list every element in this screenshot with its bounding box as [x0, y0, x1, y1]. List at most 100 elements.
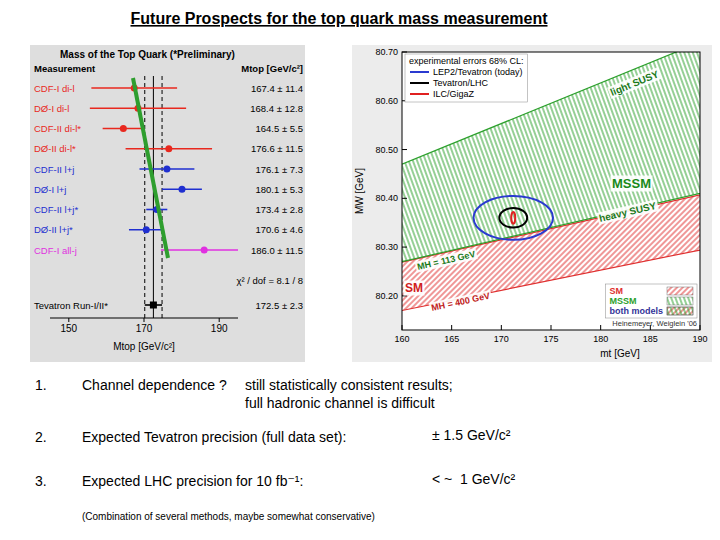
- contour-ellipse: [511, 212, 515, 224]
- legend-label: MSSM: [610, 296, 637, 306]
- y-tick-label: 80.40: [375, 193, 398, 203]
- bullet-item: 1. Channel dependence ? still statisticall…: [35, 377, 453, 411]
- item-text: Expected LHC precision for 10 fb⁻¹:: [82, 473, 303, 489]
- legend-label: ILC/GigaZ: [433, 89, 475, 99]
- data-point: [143, 226, 150, 233]
- item-detail: still statistically consistent results;: [245, 377, 453, 393]
- legend-swatch: [667, 287, 693, 295]
- x-tick-label: 185: [643, 334, 658, 344]
- top-mass-panel: Mass of the Top Quark (*Preliminary)Meas…: [30, 45, 305, 362]
- contour-ellipse: [474, 196, 553, 240]
- row-label: DØ-I di-l: [34, 103, 69, 114]
- plot-frame: [402, 52, 700, 330]
- plot-marks: [90, 76, 238, 318]
- x-tick: [68, 318, 69, 322]
- annotation-group: heavy SUSY: [596, 199, 659, 225]
- x-tick: [451, 325, 452, 330]
- data-point: [201, 247, 208, 254]
- item-note: (Combination of several methods, maybe s…: [82, 511, 375, 522]
- value-label: 172.5 ± 2.3: [256, 300, 303, 311]
- error-bar: [161, 249, 238, 251]
- data-point: [165, 145, 172, 152]
- data-point: [163, 166, 170, 173]
- annotation-group: MSSM: [611, 176, 653, 192]
- chart-title: Mass of the Top Quark (*Preliminary): [60, 49, 235, 60]
- label-patch: [404, 281, 425, 296]
- label-patch: [429, 290, 493, 314]
- item-value: < ~ 1 GeV/c²: [432, 471, 516, 487]
- x-tick-label: 150: [60, 323, 77, 334]
- legend-label: SM: [610, 286, 624, 296]
- x-tick: [700, 325, 701, 330]
- row-label: CDF-II l+j*: [34, 204, 78, 215]
- value-label: 186.0 ± 11.5: [251, 245, 303, 256]
- row-label: DØ-II di-l*: [34, 143, 76, 154]
- data-point: [150, 302, 157, 309]
- label-patch: [607, 67, 662, 99]
- annotation: MSSM: [612, 176, 651, 191]
- bullet-item: 2.Expected Tevatron precision (full data…: [35, 427, 511, 445]
- plot-marks: [402, 52, 700, 310]
- value-label: 180.1 ± 5.3: [256, 184, 303, 195]
- bullet-item: 3.Expected LHC precision for 10 fb⁻¹:< ~…: [35, 471, 516, 522]
- value-label: 170.6 ± 4.6: [256, 224, 303, 235]
- y-tick: [402, 52, 407, 53]
- annotation-group: SM: [404, 281, 425, 296]
- annotation: MH = 400 GeV: [430, 291, 491, 313]
- legend-box: [405, 54, 528, 102]
- y-axis-title: MW [GeV]: [354, 168, 365, 214]
- x-tick: [219, 318, 220, 322]
- x-tick-label: 170: [494, 334, 509, 344]
- combined-band-edge: [162, 76, 163, 318]
- source-credit: Heinemeyer, Weiglein '06: [612, 319, 697, 328]
- x-tick: [402, 325, 403, 330]
- x-tick-label: 170: [136, 323, 153, 334]
- annotation: SM: [405, 281, 423, 295]
- y-tick-label: 80.30: [375, 242, 398, 252]
- y-tick: [402, 247, 407, 248]
- value-label: 176.6 ± 11.5: [251, 143, 303, 154]
- x-axis-title: Mtop [GeV/c²]: [113, 341, 175, 352]
- legend-label: both models: [610, 306, 664, 316]
- legend-label: Tevatron/LHC: [433, 78, 489, 88]
- x-tick-label: 165: [444, 334, 459, 344]
- y-tick: [402, 295, 407, 296]
- legend-swatch: [667, 297, 693, 305]
- label-patch: [596, 199, 659, 225]
- legend-swatch: [667, 307, 693, 315]
- item-number: 1.: [35, 377, 47, 393]
- x-axis-title: mt [GeV]: [600, 348, 640, 359]
- data-point: [120, 125, 127, 132]
- x-tick: [501, 325, 502, 330]
- legend-title: experimental errors 68% CL:: [409, 56, 524, 66]
- legend-swatch: [410, 93, 429, 95]
- x-tick-label: 160: [394, 334, 409, 344]
- item-text: Channel dependence ?: [82, 377, 227, 393]
- band-legend: SMMSSMboth models: [606, 284, 698, 318]
- mw-mt-panel: 16016517017518018519080.2080.3080.4080.5…: [352, 42, 712, 362]
- trend-stroke: [133, 78, 168, 258]
- x-tick-label: 175: [543, 334, 558, 344]
- row-label: CDF-II di-l*: [34, 123, 81, 134]
- annotation: heavy SUSY: [598, 200, 658, 224]
- label-patch: [415, 248, 478, 273]
- contour-legend: experimental errors 68% CL:LEP2/Tevatron…: [405, 54, 528, 102]
- item-detail: full hadronic channel is difficult: [245, 395, 435, 411]
- row-label: Tevatron Run-I/II*: [34, 300, 108, 311]
- legend-swatch: [667, 307, 693, 315]
- value-label: 173.4 ± 2.8: [256, 204, 303, 215]
- y-tick-label: 80.60: [375, 96, 398, 106]
- item-number: 2.: [35, 429, 47, 445]
- x-tick: [600, 325, 601, 330]
- annotation: light SUSY: [609, 68, 661, 97]
- band-edge: [402, 52, 700, 164]
- combined-band-edge: [144, 76, 145, 318]
- item-value: ± 1.5 GeV/c²: [432, 427, 511, 443]
- slide: Future Prospects for the top quark mass …: [0, 0, 720, 540]
- annotation-group: MH = 113 GeV: [415, 248, 478, 273]
- annotation: MH = 113 GeV: [416, 249, 476, 272]
- x-tick-label: 190: [692, 334, 707, 344]
- annotation-group: MH = 400 GeV: [429, 290, 493, 314]
- x-tick: [144, 318, 145, 322]
- legend-box: [606, 284, 698, 318]
